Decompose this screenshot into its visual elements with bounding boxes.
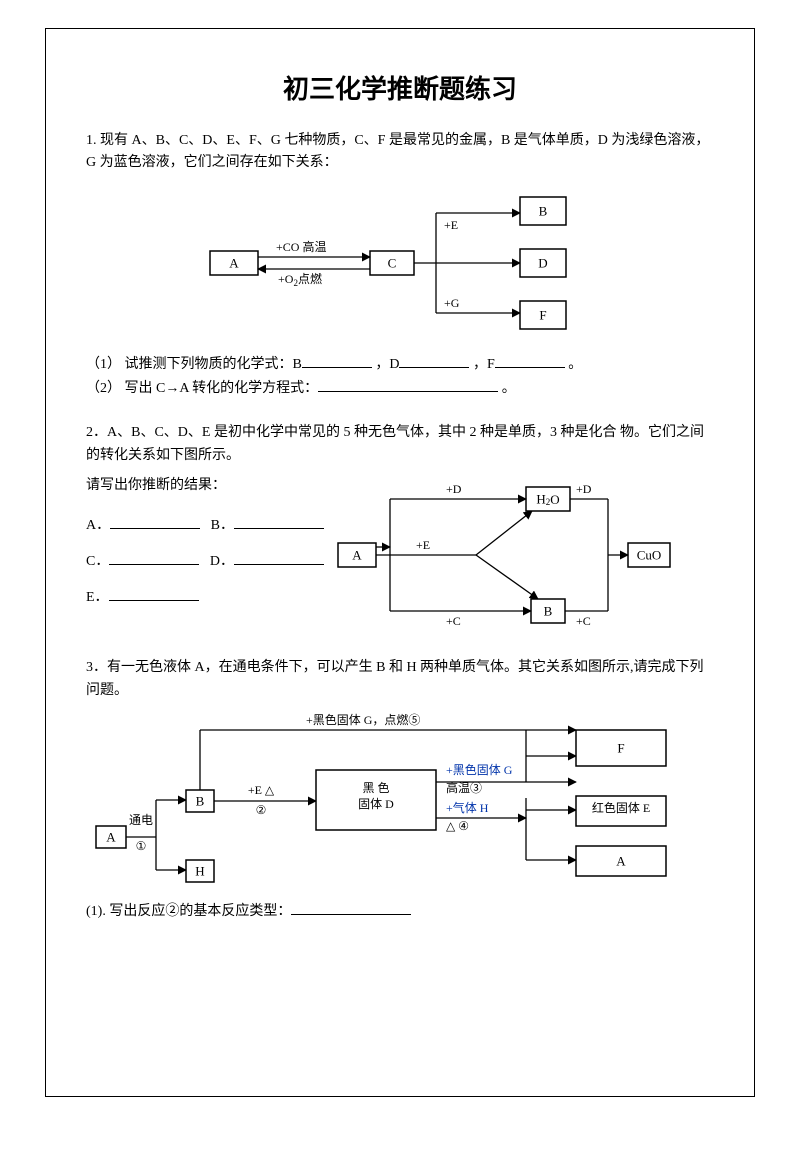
node-cuo: CuO	[637, 548, 662, 563]
edge-g3a: +黑色固体 G	[446, 763, 513, 777]
edge-e2a: +E △	[248, 783, 275, 797]
blank[interactable]	[302, 354, 372, 368]
edge-h4a: +气体 H	[446, 800, 489, 815]
edge-g: +G	[444, 296, 460, 310]
blank[interactable]	[495, 354, 565, 368]
document-page: 初三化学推断题练习 1. 现有 A、B、C、D、E、F、G 七种物质，C、F 是…	[45, 28, 755, 1097]
node-a3b: A	[616, 853, 626, 868]
problem-2-text: 2．A、B、C、D、E 是初中化学中常见的 5 种无色气体，其中 2 种是单质，…	[86, 422, 714, 467]
blank[interactable]	[318, 378, 498, 392]
edge-e: +E	[416, 538, 430, 552]
edge-d: +D	[446, 482, 462, 496]
svg-text:①: ①	[136, 839, 147, 853]
diagram-2: A H2O B CuO +D +C	[326, 475, 714, 635]
problem-3-text: 3．有一无色液体 A，在通电条件下，可以产生 B 和 H 两种单质气体。其它关系…	[86, 657, 714, 702]
node-b3: B	[196, 793, 205, 808]
page-title: 初三化学推断题练习	[86, 69, 714, 106]
node-c: C	[388, 255, 397, 270]
edge-e1: +E	[444, 218, 458, 232]
blank[interactable]	[399, 354, 469, 368]
svg-text:②: ②	[256, 803, 267, 817]
node-h3: H	[195, 863, 204, 878]
blank[interactable]	[291, 901, 411, 915]
edge-co: +CO 高温	[276, 239, 326, 254]
node-f: F	[539, 307, 546, 322]
edge-td: 通电	[129, 813, 153, 827]
node-e3: 红色固体 E	[592, 800, 650, 815]
node-a: A	[229, 255, 239, 270]
node-d3a: 黑 色	[362, 781, 389, 795]
q1-2-label: （2） 写出 C→A 转化的化学方程式：	[86, 381, 318, 396]
node-f3: F	[617, 740, 624, 755]
edge-d2: +D	[576, 482, 592, 496]
edge-c2: +C	[576, 614, 591, 628]
diagram-1: A C +CO 高温 +O2点燃 +E +G B D	[86, 183, 714, 343]
node-b: B	[539, 203, 548, 218]
node-a2: A	[352, 548, 362, 563]
svg-text:△ ④: △ ④	[446, 819, 469, 833]
edge-c: +C	[446, 614, 461, 628]
q1-b-label: （1） 试推测下列物质的化学式：B	[86, 357, 302, 372]
node-b2: B	[544, 604, 553, 619]
diagram-3: A 通电 ① B H +黑色固体 G，点燃⑤ +E △ ② 黑 色	[86, 710, 714, 890]
q2-lead: 请写出你推断的结果：	[86, 475, 326, 497]
blank[interactable]	[234, 551, 324, 565]
problem-1-questions: （1） 试推测下列物质的化学式：B ，D ，F 。 （2） 写出 C→A 转化的…	[86, 353, 714, 401]
node-d: D	[538, 255, 547, 270]
q3-1-label: (1). 写出反应②的基本反应类型：	[86, 904, 291, 919]
blank[interactable]	[109, 551, 199, 565]
q1-f-label: ，F	[473, 357, 495, 372]
blank[interactable]	[109, 587, 199, 601]
problem-3-questions: (1). 写出反应②的基本反应类型：	[86, 900, 714, 924]
node-d3b: 固体 D	[358, 797, 394, 811]
blank[interactable]	[234, 515, 324, 529]
problem-1-text: 1. 现有 A、B、C、D、E、F、G 七种物质，C、F 是最常见的金属，B 是…	[86, 130, 714, 175]
node-a3: A	[106, 829, 116, 844]
blank[interactable]	[110, 515, 200, 529]
problem-2-answers: 请写出你推断的结果： A． B． C． D． E．	[86, 475, 326, 617]
edge-o2: +O2点燃	[278, 271, 322, 288]
edge-top: +黑色固体 G，点燃⑤	[306, 712, 420, 727]
q1-d-label: ，D	[375, 357, 399, 372]
svg-text:高温③: 高温③	[446, 780, 482, 795]
